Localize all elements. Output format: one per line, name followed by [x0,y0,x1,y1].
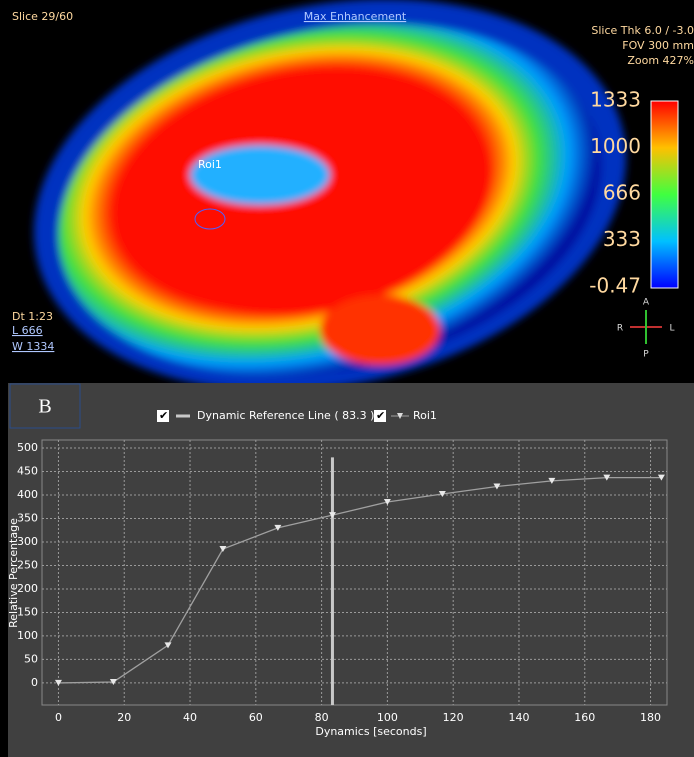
y-tick-label: 300 [17,535,38,548]
y-tick-label: 500 [17,441,38,454]
orient: P [643,350,649,360]
zoom: Zoom 427% [627,54,694,67]
x-tick-label: 40 [183,711,197,724]
x-tick-label: 120 [443,711,464,724]
x-tick-label: 140 [508,711,529,724]
mode[interactable]: Max Enhancement [304,10,407,23]
orient: L [669,324,674,334]
orient: R [617,324,623,334]
chart-panel [8,383,694,757]
dt: Dt 1:23 [12,310,53,323]
y-tick-label: 350 [17,511,38,524]
colorbar [651,101,678,288]
y-tick-label: 0 [31,676,38,689]
legend-roi: Roi1 [413,409,437,422]
x-tick-label: 100 [377,711,398,724]
page: B Slice 29/60 Max Enhancement Slice Thk … [0,0,694,757]
x-tick-label: 80 [315,711,329,724]
colorbar-label: 1333 [590,88,641,112]
y-tick-label: 150 [17,605,38,618]
y-tick-label: 400 [17,488,38,501]
check: ✔ [159,409,168,422]
x-tick-label: 160 [574,711,595,724]
slice: Slice 29/60 [12,10,73,23]
slice-thk: Slice Thk 6.0 / -3.0 [591,24,694,37]
fov: FOV 300 mm [622,39,694,52]
x-axis-title: Dynamics [seconds] [315,725,426,738]
y-tick-label: 250 [17,558,38,571]
y-tick-label: 50 [24,652,38,665]
colorbar-label: 1000 [590,134,641,158]
screen: B Slice 29/60 Max Enhancement Slice Thk … [0,0,694,757]
orient: A [643,298,650,308]
colorbar-label: -0.47 [589,274,641,298]
check: ✔ [376,409,385,422]
level[interactable]: L 666 [12,324,43,337]
y-tick-label: 100 [17,629,38,642]
x-tick-label: 20 [117,711,131,724]
x-tick-label: 0 [55,711,62,724]
roi-label: Roi1 [198,158,222,171]
x-tick-label: 60 [249,711,263,724]
colorbar-label: 666 [603,181,641,205]
y-tick-label: 450 [17,464,38,477]
x-tick-label: 180 [640,711,661,724]
panel-label: B [38,396,51,418]
window[interactable]: W 1334 [12,340,54,353]
legend-ref: Dynamic Reference Line ( 83.3 ) [197,409,374,422]
y-tick-label: 200 [17,582,38,595]
colorbar-label: 333 [603,227,641,251]
